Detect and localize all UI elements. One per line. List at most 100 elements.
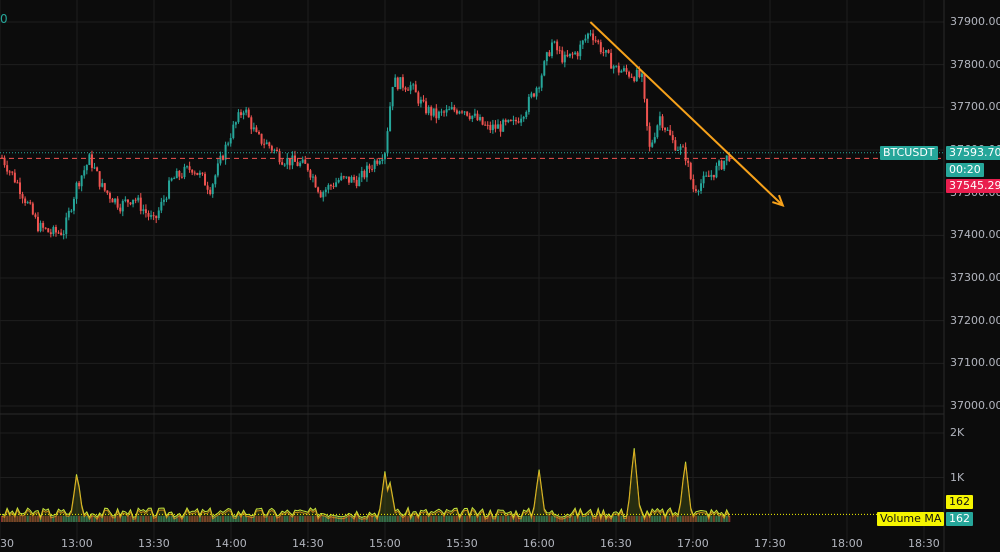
candle-body xyxy=(70,210,73,212)
candle-body xyxy=(360,170,363,178)
volume-bar xyxy=(517,516,520,522)
volume-bar xyxy=(563,516,566,522)
volume-bar xyxy=(337,516,340,522)
volume-bar xyxy=(70,515,73,522)
volume-bar xyxy=(31,515,34,522)
candle-body xyxy=(620,70,623,73)
volume-bar xyxy=(150,515,153,522)
candle-body xyxy=(229,138,232,144)
volume-bar xyxy=(288,515,291,522)
candle-body xyxy=(461,111,464,113)
candle-body xyxy=(525,111,528,117)
candle-body xyxy=(553,41,556,43)
volume-bar xyxy=(78,515,81,522)
candle-body xyxy=(60,232,63,235)
volume-bar xyxy=(186,515,189,522)
volume-bar xyxy=(121,515,124,522)
candle-body xyxy=(568,53,571,57)
candle-body xyxy=(674,140,677,151)
volume-bar xyxy=(250,515,253,522)
volume-bar xyxy=(183,515,186,522)
candle-body xyxy=(137,197,140,201)
candle-body xyxy=(617,65,620,73)
candle-body xyxy=(288,157,291,166)
candle-body xyxy=(293,155,296,162)
candle-body xyxy=(252,127,255,130)
volume-bar xyxy=(666,515,669,522)
candle-body xyxy=(599,42,602,53)
candle-body xyxy=(448,109,451,111)
volume-bar xyxy=(57,515,60,522)
volume-bar xyxy=(700,515,703,522)
candle-body xyxy=(18,182,21,195)
candle-body xyxy=(566,54,569,57)
volume-bar xyxy=(625,516,628,522)
candle-body xyxy=(440,111,443,113)
candle-body xyxy=(345,176,348,178)
volume-bar xyxy=(101,515,104,522)
volume-bar xyxy=(29,515,32,522)
candle-body xyxy=(545,52,548,62)
candle-body xyxy=(515,119,517,122)
candle-body xyxy=(96,167,99,172)
volume-bar xyxy=(391,515,394,522)
candle-body xyxy=(286,157,289,165)
volume-bar xyxy=(345,515,348,522)
volume-bar xyxy=(710,515,713,522)
candle-body xyxy=(144,209,147,213)
time-tick: 15:00 xyxy=(369,537,401,550)
volume-bar xyxy=(291,515,294,522)
candle-body xyxy=(186,166,189,168)
candle-body xyxy=(707,175,710,177)
volume-bar xyxy=(414,515,417,522)
volume-bar xyxy=(214,515,217,522)
candle-body xyxy=(281,162,284,165)
volume-bar xyxy=(589,515,592,522)
volume-bar xyxy=(437,515,440,522)
volume-bar xyxy=(72,515,75,522)
volume-bar xyxy=(206,515,209,522)
candle-body xyxy=(193,172,196,174)
candle-body xyxy=(694,189,697,192)
candle-body xyxy=(494,124,497,129)
candle-body xyxy=(671,135,674,141)
candle-body xyxy=(653,137,656,143)
candle-body xyxy=(108,193,111,199)
candle-body xyxy=(676,149,679,151)
candle-body xyxy=(604,50,607,53)
volume-bar xyxy=(658,515,661,522)
candle-body xyxy=(651,142,654,147)
volume-bar xyxy=(90,515,93,522)
trendline[interactable] xyxy=(589,21,784,207)
volume-bar xyxy=(422,515,425,522)
trendline-arrow[interactable] xyxy=(589,21,785,208)
volume-bar xyxy=(368,515,371,522)
volume-bar xyxy=(8,515,11,522)
volume-bar xyxy=(293,515,296,522)
candle-body xyxy=(103,183,106,191)
volume-bar xyxy=(607,515,610,522)
candle-body xyxy=(57,232,60,234)
candle-body xyxy=(584,38,587,41)
candle-body xyxy=(692,178,695,190)
candle-body xyxy=(121,200,124,212)
candle-body xyxy=(175,170,178,179)
volume-bar xyxy=(13,515,16,522)
volume-bar xyxy=(52,515,55,522)
volume-area xyxy=(2,448,730,522)
volume-ma-label: Volume MA xyxy=(877,512,945,526)
candle-body xyxy=(36,216,39,232)
volume-bar xyxy=(281,515,284,522)
volume-bar xyxy=(188,515,191,522)
volume-bar xyxy=(332,515,335,522)
price-tick: 37900.00 xyxy=(950,15,1000,28)
candle-body xyxy=(507,119,510,123)
volume-ma-value-badge: 162 xyxy=(946,495,973,509)
volume-bar xyxy=(689,515,692,522)
candle-body xyxy=(337,180,340,183)
volume-bar xyxy=(427,515,430,522)
candle-body xyxy=(535,87,538,97)
candle-body xyxy=(62,234,65,236)
candle-body xyxy=(473,113,476,116)
